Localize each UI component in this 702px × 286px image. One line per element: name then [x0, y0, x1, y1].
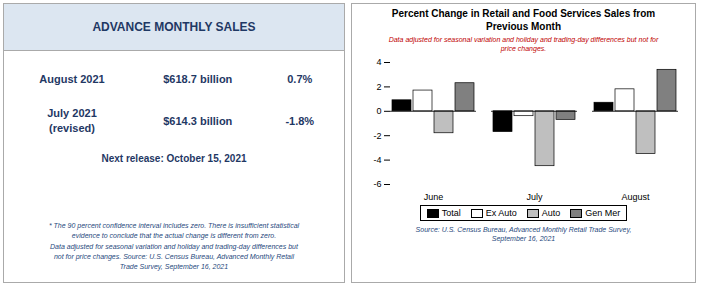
svg-text:2: 2	[376, 81, 381, 91]
html-text:$614.3 billion: $614.3 billion	[163, 114, 233, 127]
html-text:$618.7 billion: $618.7 billion	[163, 72, 233, 85]
html-text:ADVANCE MONTHLY SALES: ADVANCE MONTHLY SALES	[92, 20, 256, 34]
html-text:Auto: Auto	[541, 207, 561, 218]
svg-text:4: 4	[376, 57, 381, 67]
svg-text:August: August	[621, 191, 650, 201]
html-text:Source: U.S. Census Bureau, Ad: Source: U.S. Census Bureau, Advanced Mon…	[415, 225, 632, 243]
svg-text:June: June	[423, 191, 443, 201]
html-text:Next release: October 15, 2021: Next release: October 15, 2021	[101, 153, 247, 164]
html-text:Ex Auto: Ex Auto	[485, 207, 517, 218]
html-text:Data adjusted for seasonal var: Data adjusted for seasonal variation and…	[388, 36, 659, 52]
svg-text:0: 0	[376, 106, 381, 116]
html-text:Percent Change in Retail and F: Percent Change in Retail and Food Servic…	[391, 8, 656, 32]
html-text:* The 90 percent confidence in: * The 90 percent confidence interval inc…	[48, 222, 300, 270]
html-text:-1.8%: -1.8%	[285, 114, 315, 127]
html-text:Gen Mer: Gen Mer	[585, 207, 621, 218]
svg-text:July: July	[526, 191, 543, 201]
html-text:August 2021: August 2021	[39, 72, 105, 85]
svg-text:-6: -6	[373, 179, 381, 189]
html-text:July 2021 (revised): July 2021 (revised)	[47, 107, 97, 134]
svg-text:-2: -2	[373, 130, 381, 140]
html-text:Total: Total	[441, 207, 461, 218]
svg-text:-4: -4	[373, 154, 381, 164]
html-text:0.7%: 0.7%	[287, 72, 313, 85]
